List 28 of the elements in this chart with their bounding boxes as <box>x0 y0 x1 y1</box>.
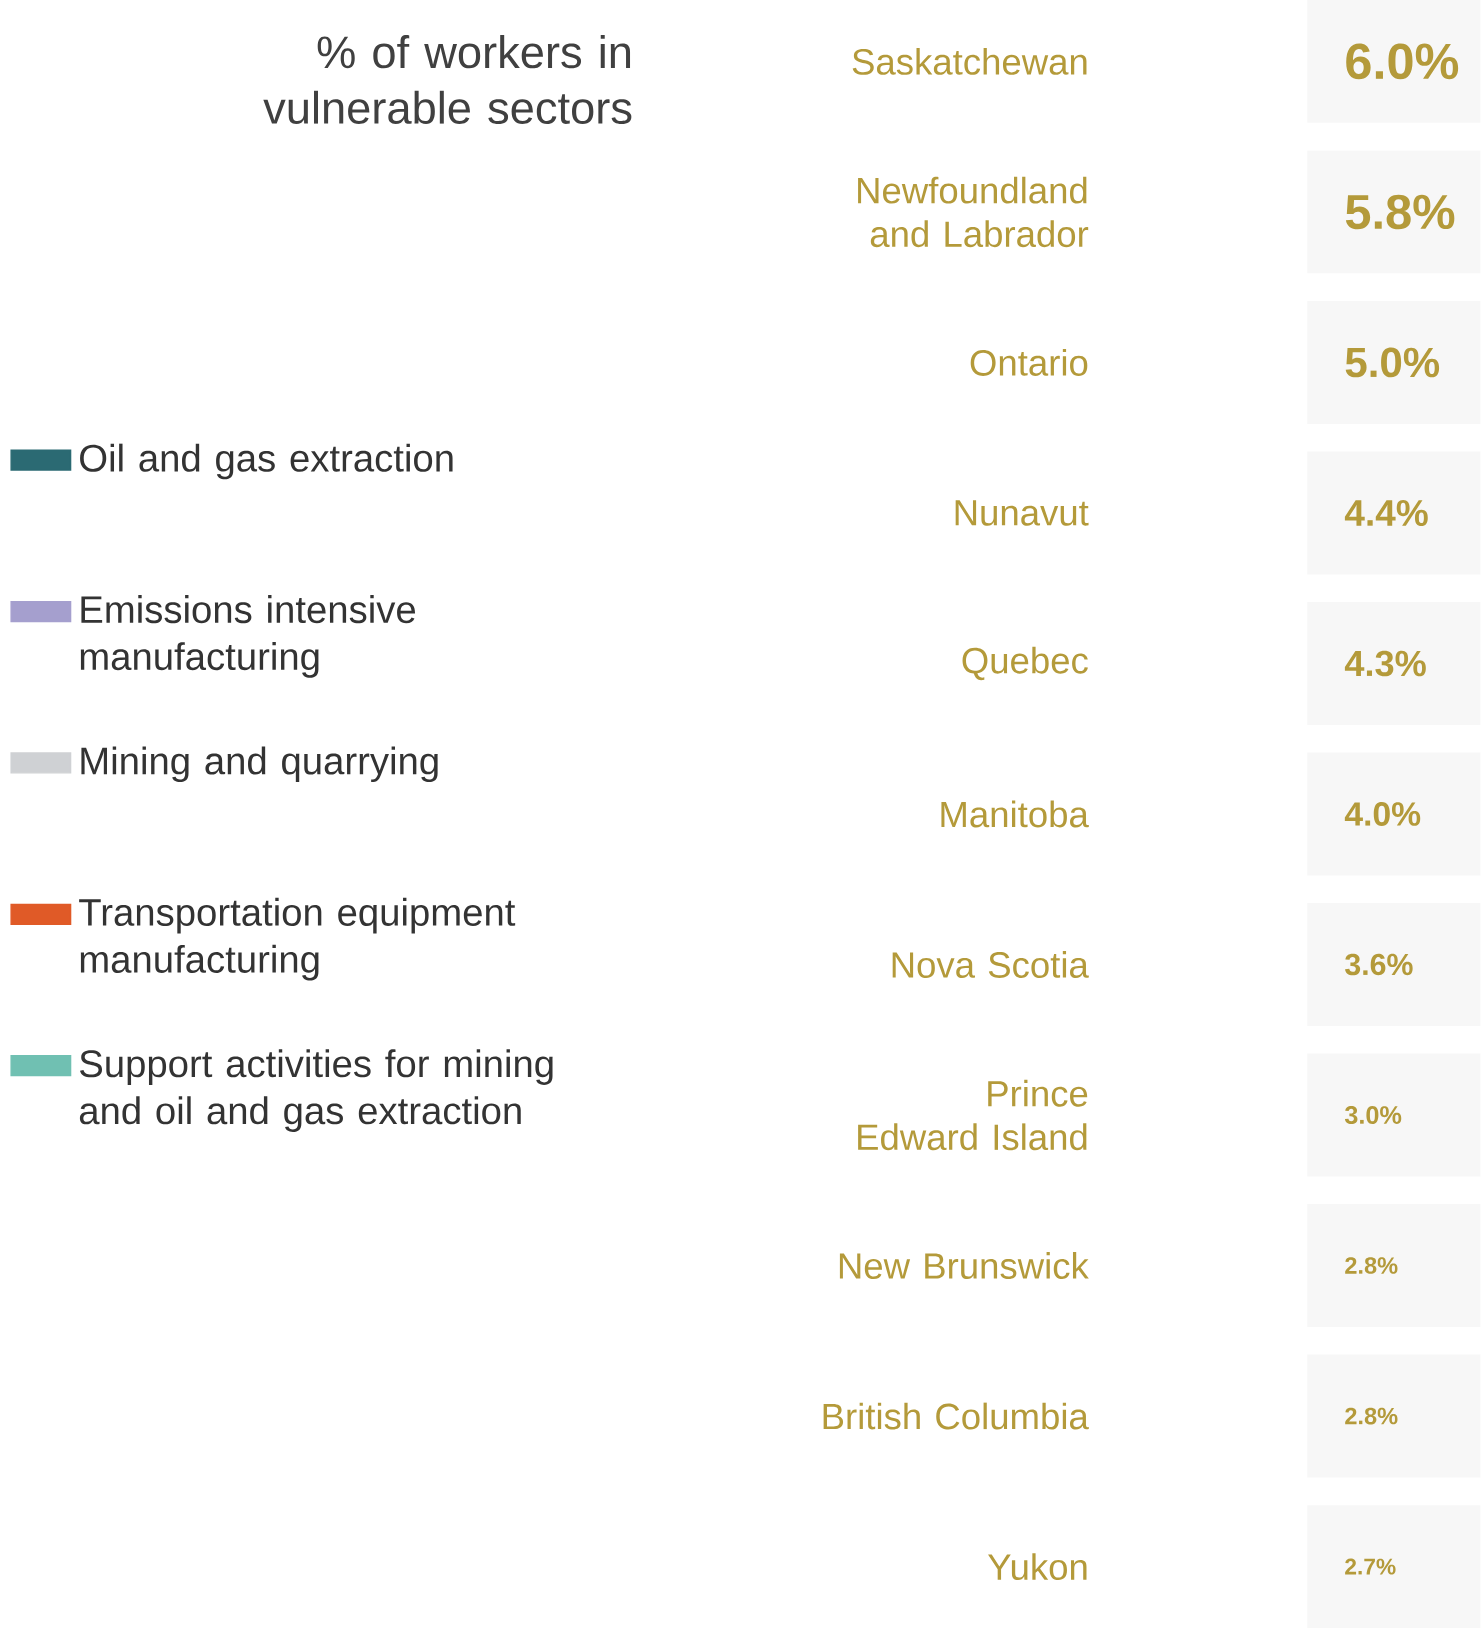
data-label: 4.0% <box>1345 802 1421 826</box>
category-label: New Brunswick <box>840 1252 1089 1279</box>
category-label: British Columbia <box>823 1402 1089 1430</box>
data-label: 4.3% <box>1345 650 1426 677</box>
legend-label: Oil and gas extraction <box>80 443 453 480</box>
text: % of workers in vulnerable sectors <box>263 35 632 125</box>
data-label: 3.6% <box>1345 953 1413 976</box>
data-label: 6.0% <box>1346 43 1459 80</box>
category-label: Manitoba <box>941 800 1089 828</box>
category-label: Newfoundland and Labrador <box>858 176 1089 248</box>
category-label: Yukon <box>988 1553 1087 1581</box>
data-label: 3.0% <box>1345 1106 1402 1124</box>
legend-label: Support activities for mining and oil and gas extraction <box>80 1049 553 1132</box>
category-label: Ontario <box>970 349 1088 376</box>
legend-label: Mining and quarrying <box>81 746 438 783</box>
data-label: 4.4% <box>1345 499 1428 526</box>
category-label: Quebec <box>962 646 1089 681</box>
data-label: 2.8% <box>1345 1257 1398 1274</box>
data-label: 5.8% <box>1346 194 1455 230</box>
legend-label: Transportation equipment manufacturing <box>79 897 516 981</box>
legend-label: Emissions intensive manufacturing <box>81 595 416 678</box>
data-label: 5.0% <box>1345 347 1440 378</box>
data-label: 2.8% <box>1345 1407 1398 1425</box>
data-label: 2.7% <box>1345 1558 1396 1575</box>
category-label: Saskatchewan <box>852 47 1087 75</box>
category-label: Prince Edward Island <box>858 1079 1088 1151</box>
category-label: Nunavut <box>955 500 1089 526</box>
category-label: Nova Scotia <box>892 951 1089 978</box>
